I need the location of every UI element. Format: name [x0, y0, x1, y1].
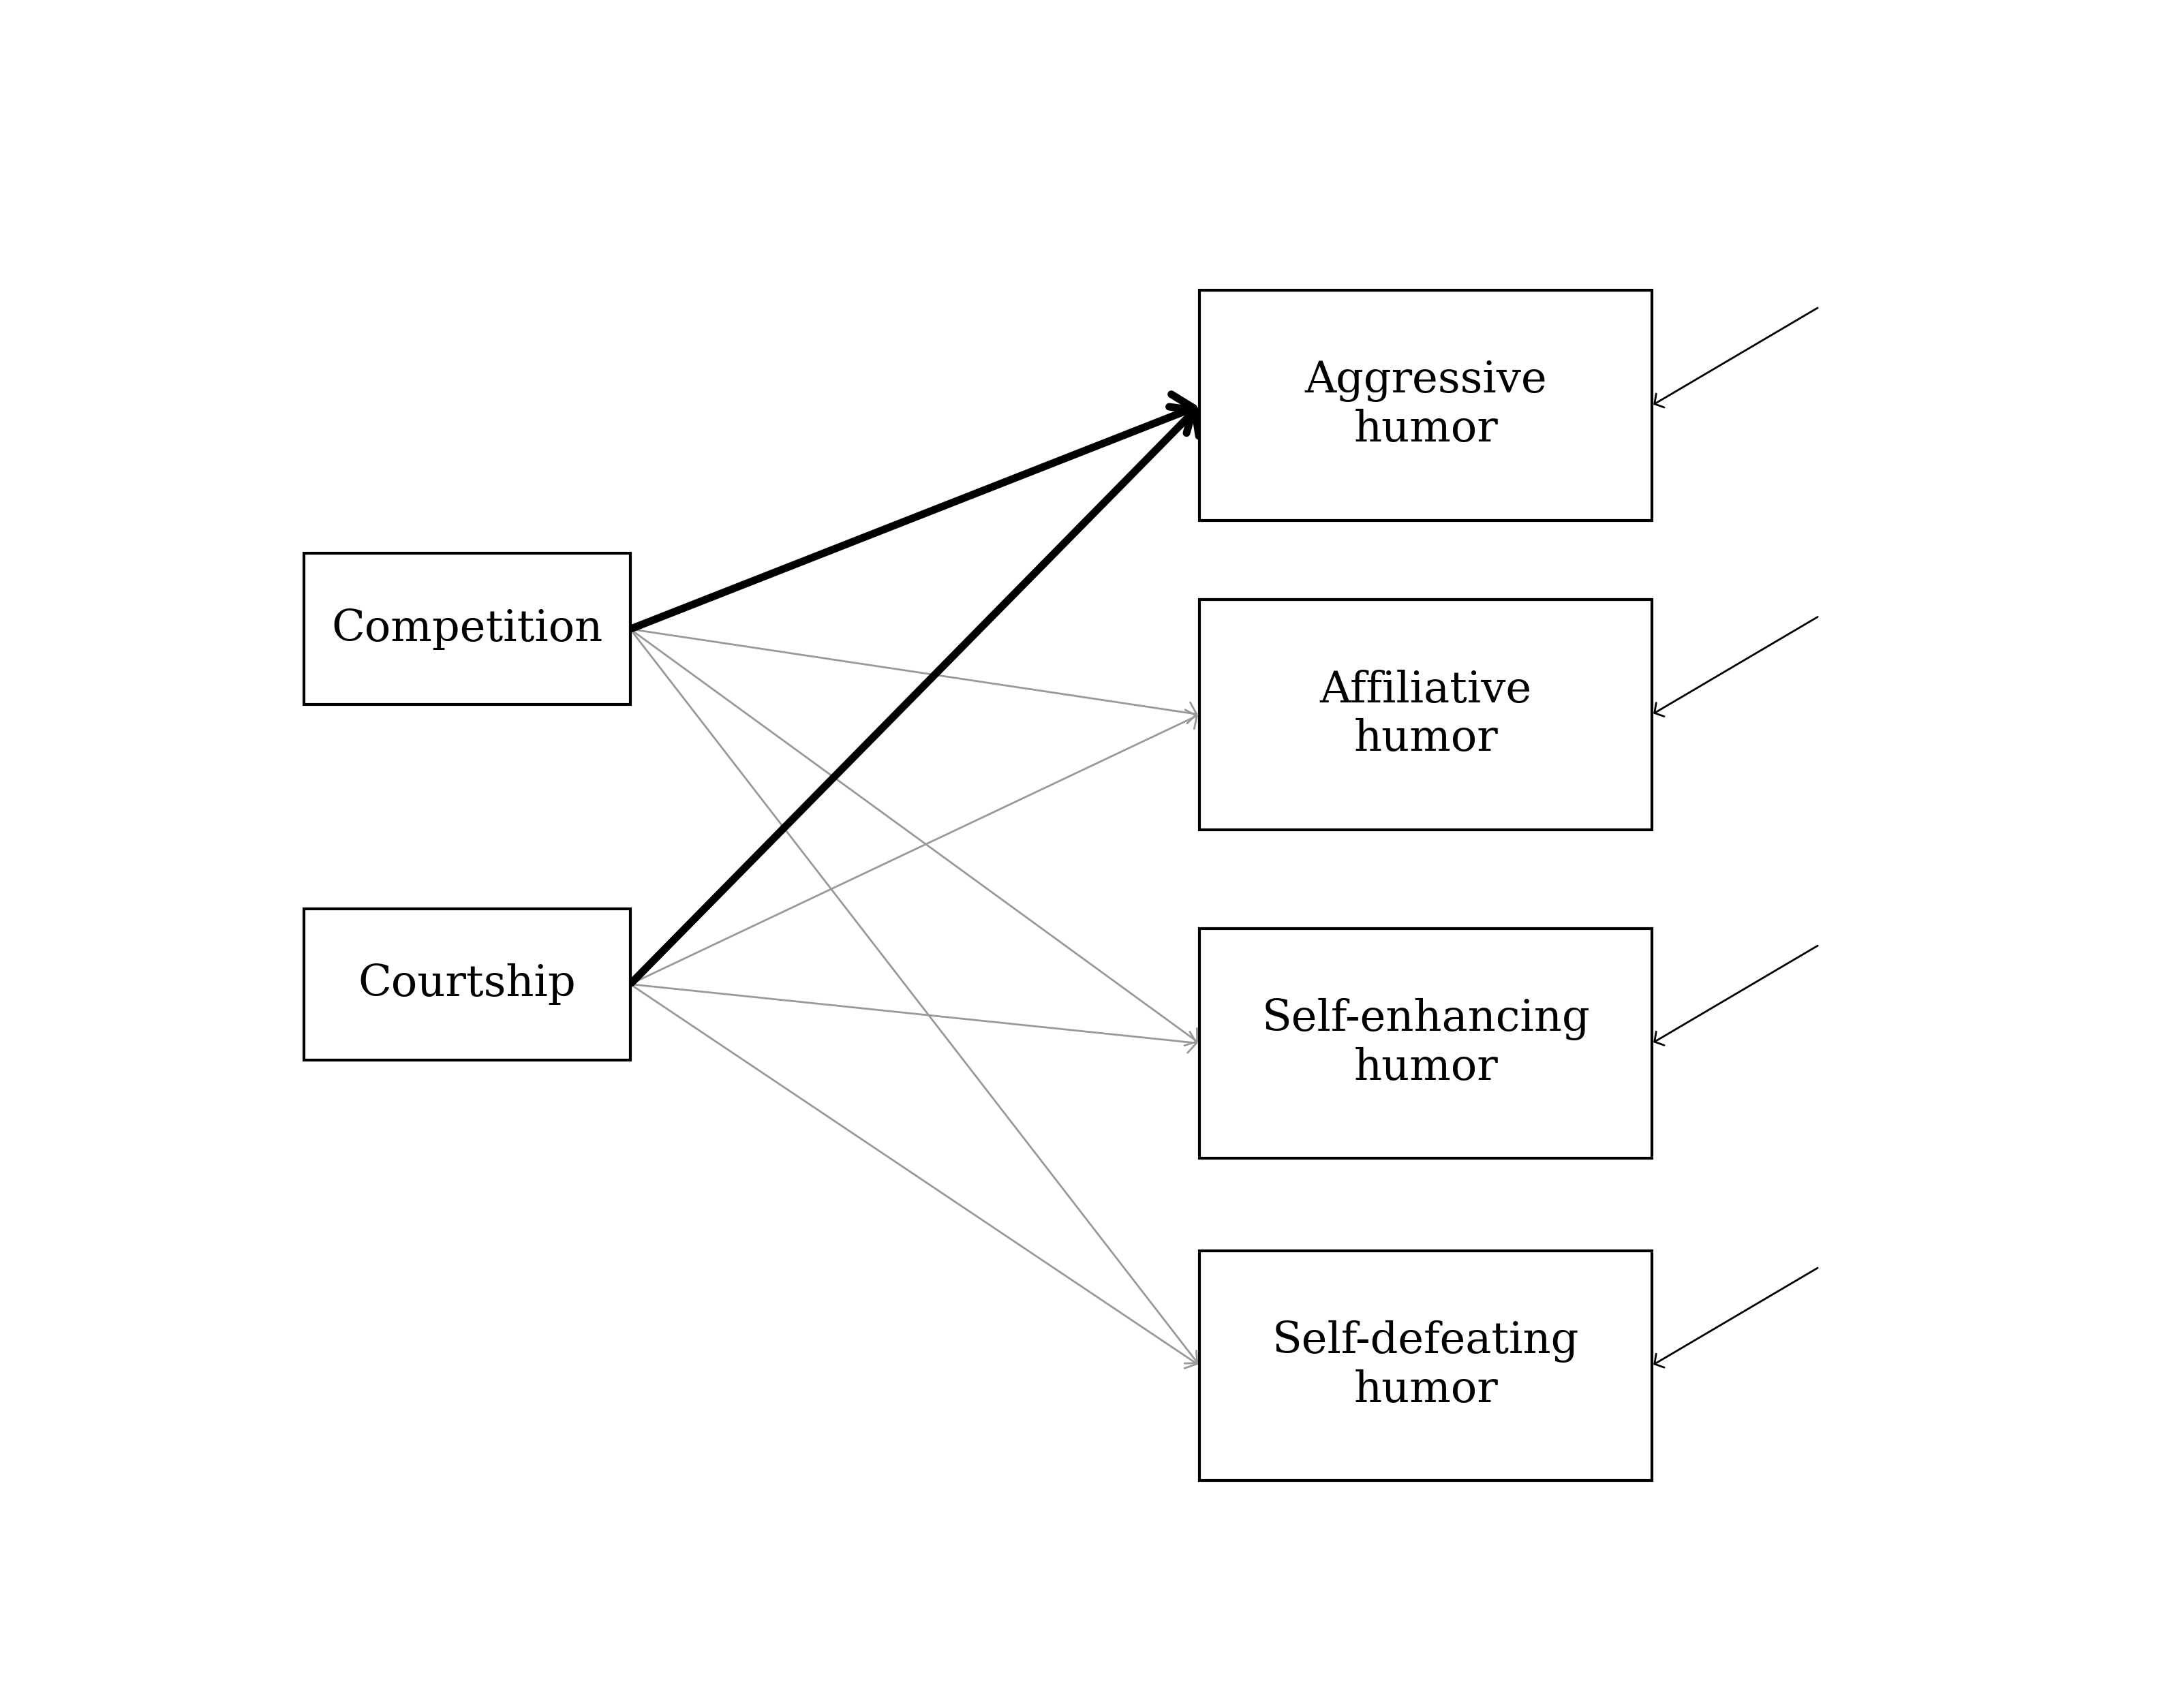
- Bar: [303, 553, 631, 705]
- Bar: [1199, 290, 1651, 521]
- Bar: [303, 909, 631, 1059]
- Text: Competition: Competition: [331, 608, 603, 651]
- Bar: [1199, 600, 1651, 830]
- Bar: [1199, 929, 1651, 1158]
- Text: Affiliative
humor: Affiliative humor: [1320, 670, 1532, 760]
- Text: Aggressive
humor: Aggressive humor: [1305, 360, 1547, 451]
- Bar: [1199, 1250, 1651, 1481]
- Text: Self-enhancing
humor: Self-enhancing humor: [1262, 997, 1590, 1088]
- Text: Courtship: Courtship: [359, 963, 575, 1004]
- Text: Self-defeating
humor: Self-defeating humor: [1273, 1320, 1580, 1411]
